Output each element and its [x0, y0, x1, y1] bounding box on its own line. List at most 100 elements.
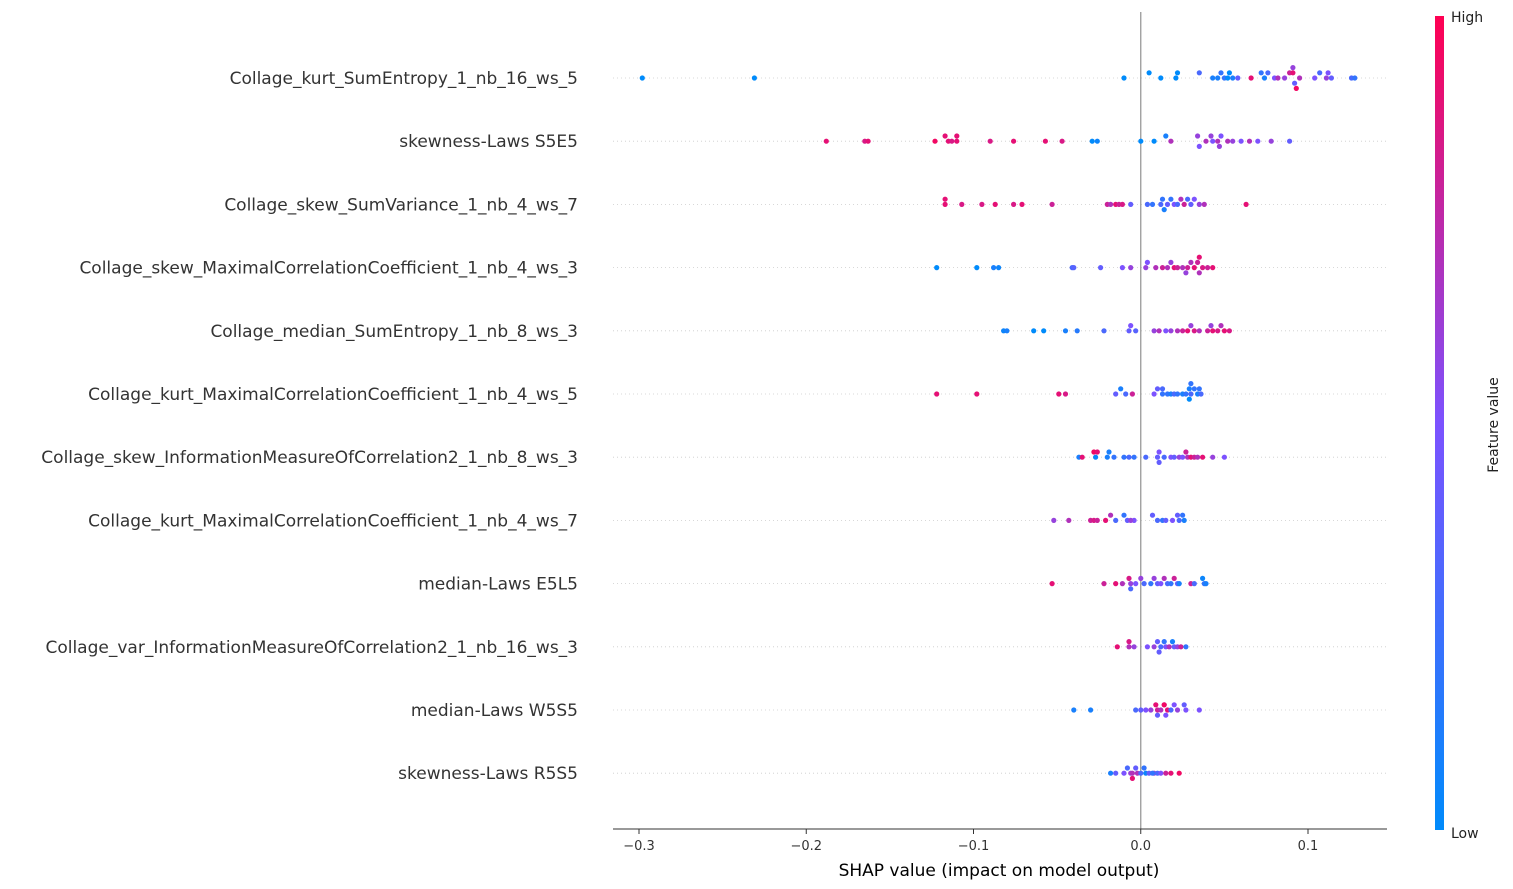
- shap-point: [1154, 517, 1161, 524]
- shap-point: [1230, 138, 1236, 144]
- shap-point: [1089, 138, 1095, 144]
- shap-point: [1093, 454, 1099, 460]
- shap-point: [1094, 138, 1100, 144]
- shap-point: [1196, 386, 1202, 392]
- shap-point: [1128, 323, 1134, 329]
- shap-point: [1246, 138, 1253, 144]
- shap-point: [1196, 254, 1202, 260]
- shap-point: [1195, 133, 1201, 139]
- shap-point: [1196, 143, 1202, 149]
- shap-point: [1126, 644, 1132, 650]
- shap-point: [1188, 259, 1194, 265]
- shap-point: [1258, 70, 1264, 76]
- shap-point: [1200, 265, 1206, 271]
- shap-point: [1031, 328, 1037, 334]
- shap-point: [1176, 770, 1182, 776]
- shap-point: [1161, 575, 1167, 582]
- shap-point: [1218, 70, 1224, 76]
- shap-point: [1171, 575, 1177, 582]
- shap-point: [1101, 328, 1107, 334]
- shap-point: [1174, 265, 1181, 271]
- shap-point: [1004, 328, 1010, 334]
- shap-point: [1171, 702, 1177, 708]
- shap-point: [1121, 512, 1127, 518]
- shap-point: [1153, 702, 1159, 708]
- shap-point: [1195, 454, 1201, 460]
- shap-point: [1225, 138, 1231, 144]
- shap-point: [1123, 391, 1129, 397]
- shap-point: [1196, 328, 1202, 334]
- shap-point: [1164, 265, 1171, 271]
- shap-point: [1128, 581, 1134, 587]
- shap-point: [1158, 707, 1164, 713]
- shap-point: [1156, 449, 1162, 455]
- shap-point: [1180, 512, 1186, 518]
- shap-point: [1282, 75, 1288, 81]
- shap-point: [934, 265, 940, 271]
- shap-point: [1103, 517, 1109, 524]
- feature-rows: Collage_kurt_SumEntropy_1_nb_16_ws_5skew…: [41, 69, 1387, 784]
- shap-point: [1098, 265, 1104, 271]
- shap-point: [934, 391, 940, 397]
- shap-point: [942, 201, 948, 207]
- shap-point: [1188, 323, 1194, 329]
- shap-point: [1138, 707, 1144, 713]
- shap-point: [1138, 138, 1144, 144]
- shap-point: [1210, 265, 1216, 271]
- feature-label: Collage_skew_SumVariance_1_nb_4_ws_7: [224, 195, 578, 215]
- shap-point: [1126, 575, 1132, 582]
- shap-point: [1226, 70, 1232, 76]
- shap-point: [1208, 133, 1214, 139]
- shap-point: [1101, 581, 1107, 587]
- shap-point: [1133, 765, 1139, 771]
- shap-point: [1176, 517, 1182, 524]
- shap-point: [1196, 270, 1202, 276]
- shap-point: [1138, 575, 1144, 582]
- shap-point: [1216, 143, 1222, 149]
- feature-label: Collage_var_InformationMeasureOfCorrelat…: [45, 638, 578, 658]
- shap-point: [1188, 201, 1194, 207]
- shap-point: [959, 201, 965, 207]
- shap-point: [1248, 75, 1254, 81]
- shap-point: [1163, 328, 1169, 334]
- shap-point: [1191, 196, 1197, 202]
- shap-point: [1138, 770, 1144, 776]
- shap-point: [1143, 707, 1149, 713]
- shap-point: [1108, 201, 1114, 207]
- shap-point: [1203, 138, 1209, 144]
- shap-point: [1275, 75, 1281, 81]
- shap-point: [1210, 454, 1216, 460]
- shap-point: [1154, 639, 1161, 645]
- shap-point: [1181, 702, 1187, 708]
- shap-point: [1268, 138, 1274, 144]
- shap-point: [1118, 386, 1124, 392]
- shap-point: [1151, 644, 1157, 650]
- shap-point: [1218, 133, 1224, 139]
- shap-point: [1141, 581, 1147, 587]
- shap-point: [1255, 138, 1261, 144]
- shap-point: [1051, 517, 1057, 524]
- shap-point: [1121, 770, 1127, 776]
- shap-point: [1183, 449, 1189, 455]
- shap-point: [1243, 201, 1249, 207]
- feature-label: Collage_skew_MaximalCorrelationCoefficie…: [79, 259, 578, 279]
- colorbar-high-label: High: [1451, 10, 1483, 26]
- shap-point: [1312, 75, 1318, 81]
- shap-point: [1159, 391, 1166, 397]
- shap-point: [1113, 770, 1119, 776]
- shap-point: [1200, 575, 1206, 582]
- shap-point: [1143, 454, 1149, 460]
- x-axis: −0.3 −0.2 −0.1 0.0 0.1 SHAP value (impact on…: [613, 828, 1387, 881]
- shap-point: [1161, 454, 1167, 460]
- shap-point: [1163, 517, 1169, 524]
- shap-point: [1094, 449, 1100, 455]
- shap-point: [1181, 517, 1187, 524]
- x-tick-label: −0.2: [790, 839, 822, 854]
- shap-point: [1042, 138, 1048, 144]
- shap-point: [1126, 454, 1132, 460]
- colorbar: High Low Feature value: [1435, 10, 1502, 842]
- shap-point: [942, 196, 948, 202]
- shap-point: [1168, 138, 1174, 144]
- shap-point: [1079, 454, 1085, 460]
- shap-point: [1133, 328, 1139, 334]
